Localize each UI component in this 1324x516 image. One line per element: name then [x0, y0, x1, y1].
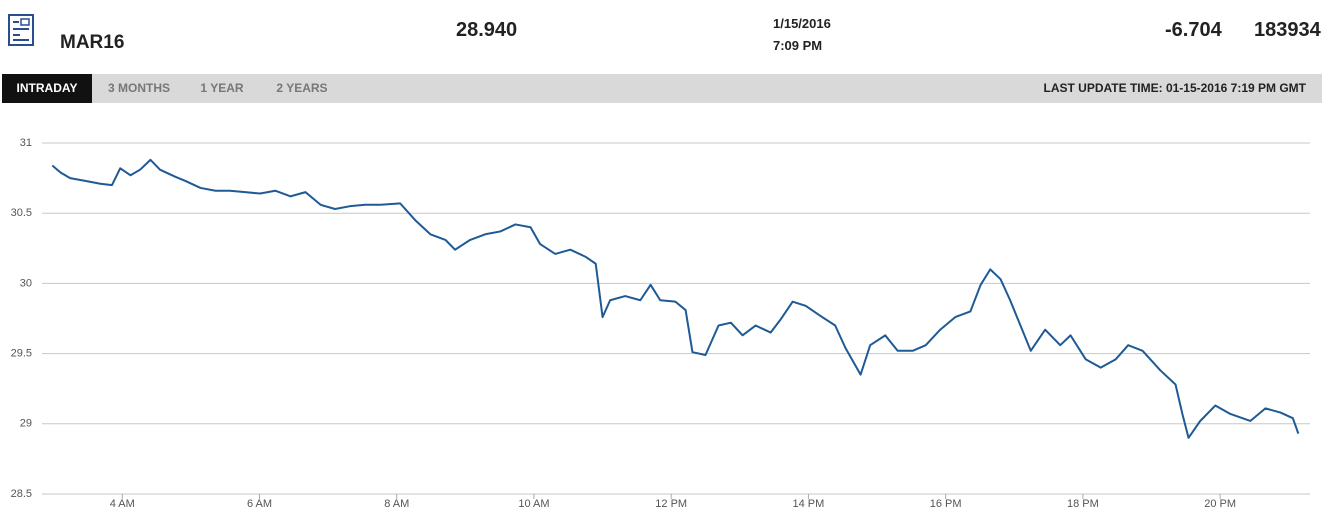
last-update: LAST UPDATE TIME: 01-15-2016 7:19 PM GMT: [1043, 81, 1307, 95]
date: 1/15/2016: [773, 16, 831, 31]
y-tick-label: 29: [20, 418, 32, 430]
tab[interactable]: 2 YEARS: [276, 81, 328, 95]
x-tick-label: 12 PM: [655, 498, 687, 510]
time: 7:09 PM: [773, 38, 823, 53]
price: 28.940: [456, 19, 518, 41]
y-tick-label: 29.5: [11, 348, 32, 360]
x-tick-label: 16 PM: [930, 498, 962, 510]
x-tick-label: 14 PM: [793, 498, 825, 510]
tab[interactable]: INTRADAY: [2, 74, 92, 103]
symbol: MAR16: [60, 32, 125, 53]
x-tick-label: 8 AM: [384, 498, 409, 510]
x-tick-label: 4 AM: [110, 498, 135, 510]
volume: 183934: [1254, 19, 1321, 41]
tab[interactable]: 3 MONTHS: [107, 81, 170, 95]
x-tick-label: 10 AM: [518, 498, 549, 510]
quote-icon[interactable]: [8, 14, 34, 46]
price-line: [51, 158, 1300, 439]
y-tick-label: 28.5: [11, 488, 32, 500]
tab[interactable]: 1 YEAR: [200, 81, 244, 95]
tab-bar: INTRADAY 3 MONTHS 1 YEAR 2 YEARS LAST UP…: [2, 74, 1322, 103]
y-tick-label: 30: [20, 277, 32, 289]
x-tick-label: 18 PM: [1067, 498, 1099, 510]
y-tick-label: 30.5: [11, 207, 32, 219]
change: -6.704: [1165, 19, 1222, 41]
x-tick-label: 6 AM: [247, 498, 272, 510]
x-tick-label: 20 PM: [1204, 498, 1236, 510]
y-tick-label: 31: [20, 137, 32, 149]
